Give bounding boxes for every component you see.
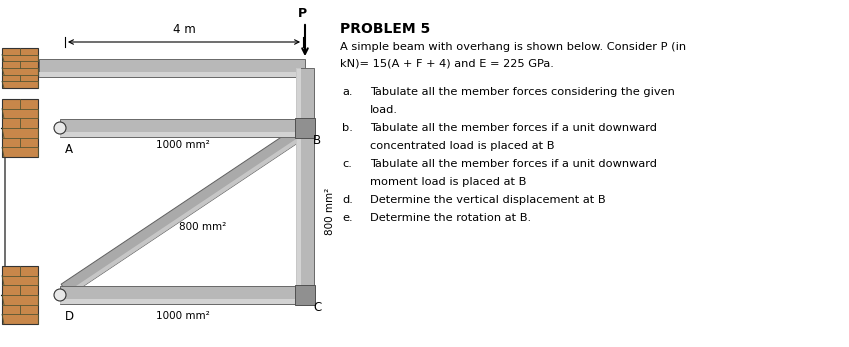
Polygon shape [60,286,305,304]
Polygon shape [39,71,305,77]
Text: A: A [65,143,73,156]
Text: e.: e. [342,213,352,223]
Polygon shape [296,128,301,295]
Polygon shape [61,127,304,296]
Bar [2,99,38,157]
Text: 800 mm²: 800 mm² [325,188,335,235]
Text: b.: b. [342,123,353,133]
Text: PROBLEM 5: PROBLEM 5 [340,22,430,36]
Text: 1000 mm²: 1000 mm² [155,311,210,321]
Text: Tabulate all the member forces considering the given: Tabulate all the member forces consideri… [370,87,675,97]
Circle shape [54,122,66,134]
Polygon shape [60,132,305,137]
Text: c.: c. [342,159,351,169]
Text: Determine the vertical displacement at B: Determine the vertical displacement at B [370,195,605,205]
Text: Tabulate all the member forces if a unit downward: Tabulate all the member forces if a unit… [370,123,657,133]
Text: D: D [65,310,74,323]
Polygon shape [60,119,305,137]
Text: C: C [313,301,321,314]
Polygon shape [296,128,314,295]
Text: concentrated load is placed at B: concentrated load is placed at B [370,141,554,151]
Text: 1000 mm²: 1000 mm² [155,140,210,150]
Text: moment load is placed at B: moment load is placed at B [370,177,526,187]
Text: B: B [313,134,321,147]
Text: 4 m: 4 m [172,23,195,36]
Polygon shape [39,59,305,77]
Bar [295,285,315,305]
Text: d.: d. [342,195,353,205]
Text: kN)= 15(A + F + 4) and E = 225 GPa.: kN)= 15(A + F + 4) and E = 225 GPa. [340,58,554,68]
Circle shape [54,289,66,301]
Text: load.: load. [370,105,398,115]
Polygon shape [60,299,305,304]
Text: Determine the rotation at B.: Determine the rotation at B. [370,213,531,223]
Text: P: P [297,7,306,20]
Bar [295,118,315,138]
Polygon shape [66,135,304,296]
Text: Tabulate all the member forces if a unit downward: Tabulate all the member forces if a unit… [370,159,657,169]
Bar [2,48,38,88]
Bar [2,266,38,324]
Text: 800 mm²: 800 mm² [179,221,226,231]
Polygon shape [296,68,301,128]
Text: A simple beam with overhang is shown below. Consider P (in: A simple beam with overhang is shown bel… [340,42,686,52]
Text: a.: a. [342,87,352,97]
Polygon shape [296,68,314,128]
